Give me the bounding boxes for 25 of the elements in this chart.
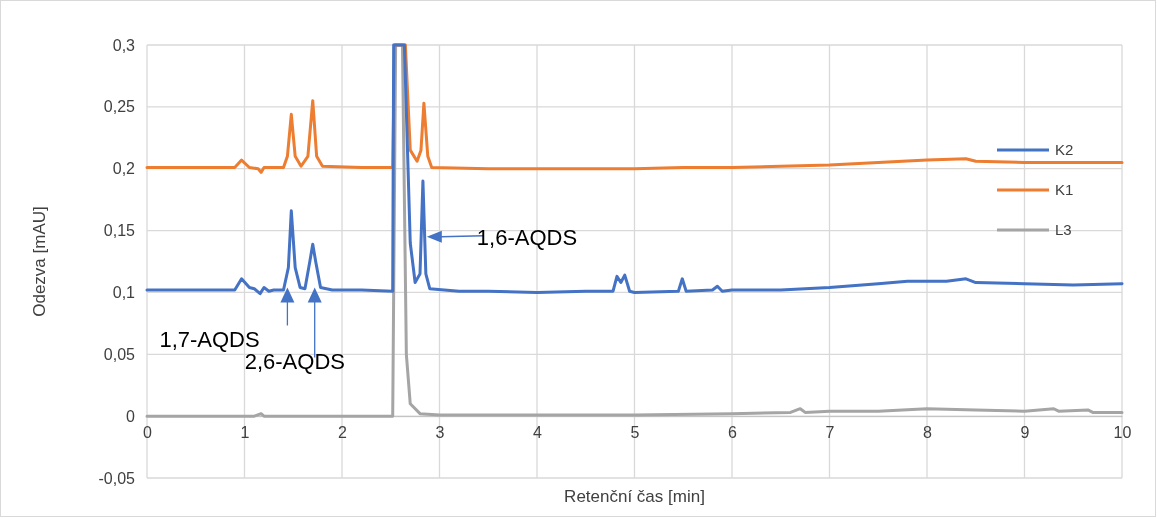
y-tick-label: -0,05 <box>98 469 136 487</box>
x-tick-label: 3 <box>435 423 445 441</box>
y-tick-label: 0,2 <box>112 160 136 178</box>
x-tick-label: 8 <box>923 423 933 441</box>
x-tick-label: 10 <box>1113 423 1132 441</box>
x-tick-label: 0 <box>143 423 153 441</box>
x-tick-label: 6 <box>728 423 738 441</box>
annotation: 1,6-AQDS <box>476 224 578 250</box>
x-tick-label: 2 <box>338 423 348 441</box>
x-tick-label: 5 <box>630 423 640 441</box>
x-tick-label: 1 <box>240 423 250 441</box>
y-tick-label: 0,3 <box>112 36 136 54</box>
legend-label: K1 <box>1055 181 1074 198</box>
legend-label: L3 <box>1055 221 1072 238</box>
x-axis-title: Retenční čas [min] <box>564 487 705 506</box>
y-axis-title: Odezva [mAU] <box>30 206 49 317</box>
x-tick-label: 9 <box>1020 423 1030 441</box>
legend-label: K2 <box>1055 141 1074 158</box>
y-tick-label: 0,15 <box>103 222 136 240</box>
x-tick-label: 4 <box>533 423 543 441</box>
y-tick-label: 0,05 <box>103 345 136 363</box>
y-tick-label: 0,1 <box>112 284 136 302</box>
x-tick-label: 7 <box>825 423 835 441</box>
y-tick-label: 0,25 <box>103 98 136 116</box>
y-tick-label: 0 <box>126 407 136 425</box>
